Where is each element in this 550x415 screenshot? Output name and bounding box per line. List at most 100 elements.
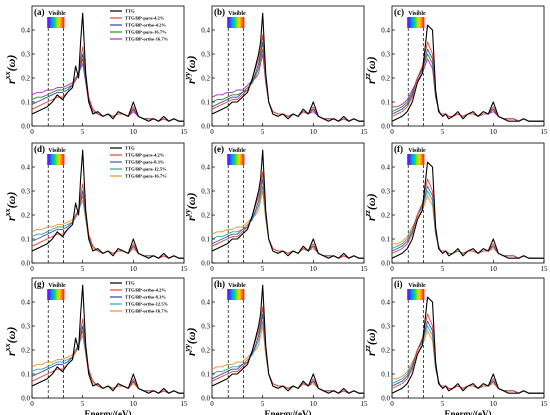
series-line-5 xyxy=(211,53,364,122)
plot-frame xyxy=(391,5,545,127)
series-line-3 xyxy=(211,41,364,122)
panel-i: Visible (i) 0 5 10 15 0.0 0.1 0.2 0.3 0.4 rzz(ω) Ene… xyxy=(363,277,549,415)
series-line-1 xyxy=(211,284,364,394)
y-tick-label: 0.4 xyxy=(201,27,210,35)
legend-label: TTG/BP-para-16.7% xyxy=(125,174,167,179)
series-line-4 xyxy=(211,320,364,394)
panel-tag: (e) xyxy=(214,144,224,154)
series-line-5 xyxy=(31,200,184,259)
series-line-2 xyxy=(391,41,544,122)
series-line-1 xyxy=(391,24,544,122)
x-axis-label: Energy/(eV) xyxy=(265,409,312,415)
y-tick-label: 0.2 xyxy=(381,347,390,355)
y-tick-label: 0.2 xyxy=(201,75,210,83)
series-line-5 xyxy=(31,335,184,394)
legend-label: TTG/BP-para-16.7% xyxy=(125,30,167,35)
y-tick-label: 0.4 xyxy=(381,164,390,172)
series-line-5 xyxy=(211,325,364,394)
x-tick-label: 5 xyxy=(81,400,85,408)
series-line-1 xyxy=(31,149,184,259)
y-tick-label: 0.3 xyxy=(21,323,30,331)
plot-frame xyxy=(391,142,545,264)
y-axis-label: rxx(ω) xyxy=(3,55,18,84)
visible-spectrum-bar xyxy=(227,17,245,28)
panel-d: Visible(d) 0 5 10 15 0.0 0.1 0.2 0.3 0.4 rxx(ω) TTG… xyxy=(3,142,188,273)
panel-b: Visible(b) 0 5 10 15 0.0 0.1 0.2 0.3 0.4 ryy(ω) xyxy=(183,5,369,136)
panel-a: Visible(a) 0 5 10 15 0.0 0.1 0.2 0.3 0.4 rxx(ω) TTG… xyxy=(3,5,189,136)
plot-frame xyxy=(211,142,365,264)
series-line-2 xyxy=(31,46,184,122)
x-tick-label: 0 xyxy=(210,265,214,273)
y-tick-label: 0.3 xyxy=(201,188,210,196)
series-line-3 xyxy=(391,48,544,122)
x-tick-label: 15 xyxy=(361,400,369,408)
legend-label: TTG xyxy=(125,9,135,14)
legend-label: TTG xyxy=(125,281,135,286)
x-tick-label: 15 xyxy=(541,400,549,408)
x-tick-label: 15 xyxy=(181,400,189,408)
y-tick-label: 0.1 xyxy=(21,236,30,244)
series-line-3 xyxy=(211,178,364,259)
y-tick-label: 0.1 xyxy=(381,371,390,379)
y-axis-label: ryy(ω) xyxy=(183,193,198,221)
x-tick-label: 10 xyxy=(310,128,318,136)
legend-label: TTG/BP-para-4.2% xyxy=(125,16,165,21)
y-axis-label: rxx(ω) xyxy=(3,327,18,356)
y-tick-label: 0.4 xyxy=(201,164,210,172)
y-tick-label: 0.1 xyxy=(21,99,30,107)
y-axis-label: ryy(ω) xyxy=(183,328,198,356)
legend-label: TTG xyxy=(125,146,135,151)
series-line-2 xyxy=(391,313,544,394)
panel-h: Visible(h) 0 5 10 15 0.0 0.1 0.2 0.3 0.4 ryy(ω) Ene… xyxy=(183,277,369,415)
series-line-4 xyxy=(211,48,364,122)
y-tick-label: 0.3 xyxy=(201,323,210,331)
legend-label: TTG/BP-ortho-4.2% xyxy=(125,23,166,28)
y-tick-label: 0.2 xyxy=(381,212,390,220)
legend-label: TTG/BP-ortho-12.5% xyxy=(125,302,169,307)
y-axis-label: rzz(ω) xyxy=(363,56,378,84)
y-axis-label: rxx(ω) xyxy=(3,192,18,221)
y-tick-label: 0.0 xyxy=(381,123,390,131)
x-tick-label: 10 xyxy=(130,265,138,273)
visible-label: Visible xyxy=(408,148,426,154)
y-tick-label: 0.1 xyxy=(381,99,390,107)
y-tick-label: 0.4 xyxy=(381,299,390,307)
panel-tag: (c) xyxy=(394,7,404,17)
series-line-1 xyxy=(31,284,184,394)
series-line-3 xyxy=(31,53,184,122)
y-tick-label: 0.0 xyxy=(381,395,390,403)
legend-label: TTG/BP-ortho-8.3% xyxy=(125,295,166,300)
x-tick-label: 15 xyxy=(541,265,549,273)
visible-spectrum-bar xyxy=(407,154,425,165)
plot-frame xyxy=(31,142,185,264)
panel-tag: (g) xyxy=(34,279,45,289)
series-line-2 xyxy=(211,306,364,394)
x-tick-label: 10 xyxy=(130,128,138,136)
visible-spectrum-bar xyxy=(47,17,65,28)
y-tick-label: 0.4 xyxy=(21,27,30,35)
y-tick-label: 0.3 xyxy=(21,188,30,196)
series-line-5 xyxy=(392,330,544,394)
x-axis-label: Energy/(eV) xyxy=(445,409,492,415)
x-tick-label: 10 xyxy=(490,400,498,408)
visible-label: Visible xyxy=(48,11,66,17)
x-tick-label: 10 xyxy=(310,400,318,408)
x-tick-label: 15 xyxy=(361,128,369,136)
x-tick-label: 5 xyxy=(441,128,445,136)
plot-frame xyxy=(391,277,545,399)
visible-label: Visible xyxy=(48,283,66,289)
y-tick-label: 0.4 xyxy=(201,299,210,307)
x-tick-label: 5 xyxy=(261,265,265,273)
visible-label: Visible xyxy=(228,283,246,289)
series-line-3 xyxy=(31,325,184,394)
series-line-2 xyxy=(211,34,364,122)
visible-label: Visible xyxy=(48,148,66,154)
x-tick-label: 15 xyxy=(181,128,189,136)
series-line-1 xyxy=(211,149,364,259)
panel-tag: (h) xyxy=(214,279,225,289)
legend-label: TTG/BP-ortho-4.2% xyxy=(125,288,166,293)
panel-tag: (b) xyxy=(214,7,225,17)
y-tick-label: 0.3 xyxy=(381,51,390,59)
y-tick-label: 0.3 xyxy=(381,323,390,331)
x-tick-label: 10 xyxy=(490,128,498,136)
